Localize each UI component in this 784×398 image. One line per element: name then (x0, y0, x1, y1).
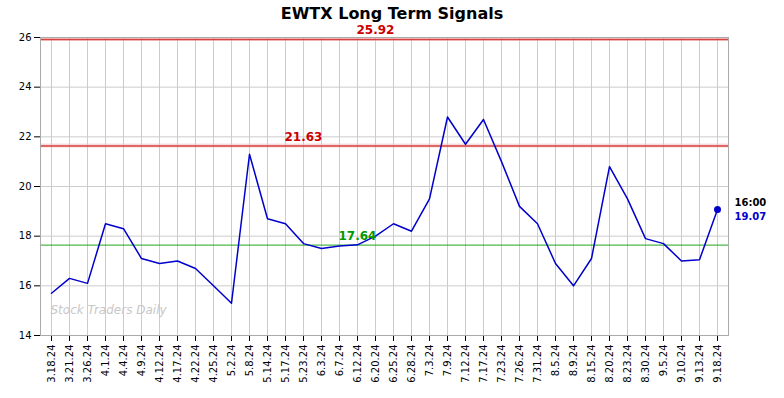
svg-text:8.30.24: 8.30.24 (640, 345, 651, 383)
svg-text:8.20.24: 8.20.24 (604, 345, 615, 383)
svg-text:5.23.24: 5.23.24 (298, 345, 309, 383)
svg-text:20: 20 (19, 181, 32, 192)
svg-text:4.17.24: 4.17.24 (172, 345, 183, 383)
svg-text:7.26.24: 7.26.24 (514, 345, 525, 383)
svg-text:6.20.24: 6.20.24 (370, 345, 381, 383)
svg-text:6.25.24: 6.25.24 (388, 345, 399, 383)
svg-text:18: 18 (19, 230, 32, 241)
svg-text:4.9.24: 4.9.24 (136, 345, 147, 377)
svg-text:5.14.24: 5.14.24 (262, 345, 273, 383)
svg-text:9.5.24: 9.5.24 (658, 345, 669, 377)
svg-text:3.21.24: 3.21.24 (64, 345, 75, 383)
svg-text:16: 16 (19, 280, 32, 291)
svg-text:7.31.24: 7.31.24 (532, 345, 543, 383)
svg-text:9.13.24: 9.13.24 (694, 345, 705, 383)
svg-text:4.25.24: 4.25.24 (208, 345, 219, 383)
svg-text:17.64: 17.64 (339, 229, 377, 243)
svg-text:19.07: 19.07 (735, 211, 767, 222)
svg-text:7.9.24: 7.9.24 (442, 345, 453, 377)
svg-text:7.23.24: 7.23.24 (496, 345, 507, 383)
svg-text:21.63: 21.63 (285, 130, 323, 144)
svg-text:8.15.24: 8.15.24 (586, 345, 597, 383)
svg-text:25.92: 25.92 (357, 25, 395, 37)
svg-text:7.3.24: 7.3.24 (424, 345, 435, 377)
svg-text:3.26.24: 3.26.24 (82, 345, 93, 383)
svg-text:5.8.24: 5.8.24 (244, 345, 255, 377)
svg-text:4.22.24: 4.22.24 (190, 345, 201, 383)
svg-text:9.18.24: 9.18.24 (712, 345, 723, 383)
svg-text:3.18.24: 3.18.24 (46, 345, 57, 383)
svg-text:22: 22 (19, 131, 32, 142)
svg-text:8.5.24: 8.5.24 (550, 345, 561, 377)
svg-text:24: 24 (19, 81, 32, 92)
svg-text:9.10.24: 9.10.24 (676, 345, 687, 383)
svg-text:8.9.24: 8.9.24 (568, 345, 579, 377)
svg-text:7.17.24: 7.17.24 (478, 345, 489, 383)
svg-text:26: 26 (19, 32, 32, 43)
svg-text:16:00: 16:00 (735, 197, 767, 208)
svg-text:4.4.24: 4.4.24 (118, 345, 129, 377)
svg-text:6.3.24: 6.3.24 (316, 345, 327, 377)
svg-text:8.23.24: 8.23.24 (622, 345, 633, 383)
svg-text:5.2.24: 5.2.24 (226, 345, 237, 377)
svg-text:Stock Traders Daily: Stock Traders Daily (51, 303, 168, 317)
html-text:EWTX Long Term Signals: EWTX Long Term Signals (280, 4, 504, 23)
svg-text:5.17.24: 5.17.24 (280, 345, 291, 383)
svg-text:6.28.24: 6.28.24 (406, 345, 417, 383)
svg-text:6.7.24: 6.7.24 (334, 345, 345, 377)
svg-text:7.12.24: 7.12.24 (460, 345, 471, 383)
svg-text:4.12.24: 4.12.24 (154, 345, 165, 383)
svg-text:6.12.24: 6.12.24 (352, 345, 363, 383)
svg-text:14: 14 (19, 330, 32, 341)
svg-text:4.1.24: 4.1.24 (100, 345, 111, 377)
